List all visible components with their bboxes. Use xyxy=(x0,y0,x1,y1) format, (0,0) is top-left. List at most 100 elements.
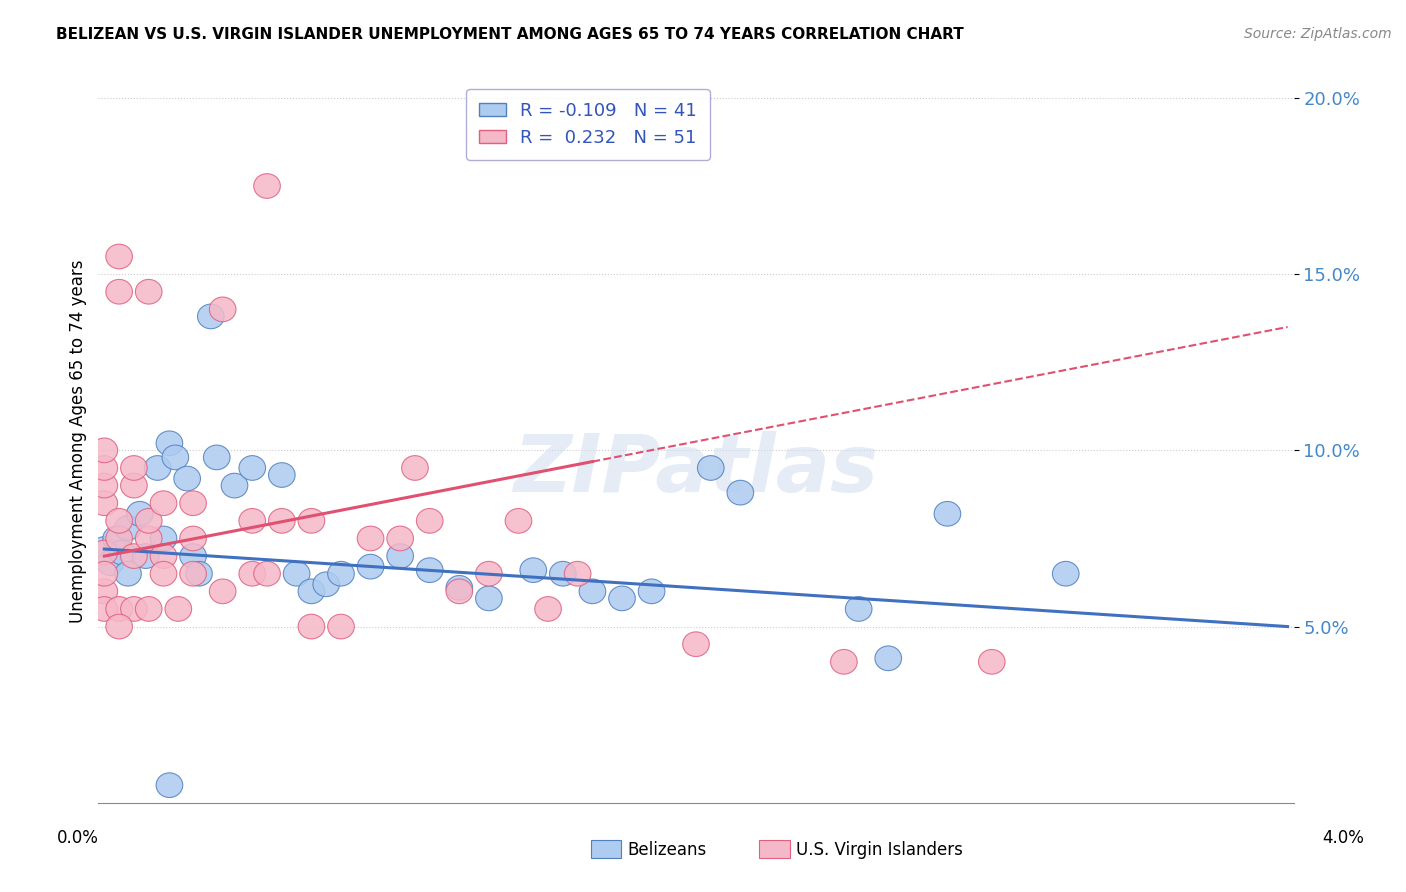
Ellipse shape xyxy=(239,456,266,480)
Ellipse shape xyxy=(135,597,162,622)
Ellipse shape xyxy=(127,501,153,526)
Ellipse shape xyxy=(97,550,124,575)
Ellipse shape xyxy=(638,579,665,604)
Ellipse shape xyxy=(253,174,280,198)
Ellipse shape xyxy=(1053,561,1078,586)
Ellipse shape xyxy=(132,544,159,568)
Text: 0.0%: 0.0% xyxy=(56,829,98,847)
Ellipse shape xyxy=(121,474,148,498)
Ellipse shape xyxy=(416,508,443,533)
Ellipse shape xyxy=(135,508,162,533)
Ellipse shape xyxy=(115,561,142,586)
Ellipse shape xyxy=(91,579,118,604)
Ellipse shape xyxy=(697,456,724,480)
Ellipse shape xyxy=(180,491,207,516)
Ellipse shape xyxy=(105,526,132,550)
Ellipse shape xyxy=(505,508,531,533)
Ellipse shape xyxy=(180,526,207,550)
Ellipse shape xyxy=(239,508,266,533)
Ellipse shape xyxy=(156,431,183,456)
Ellipse shape xyxy=(91,561,118,586)
Ellipse shape xyxy=(520,558,547,582)
Ellipse shape xyxy=(162,445,188,470)
Ellipse shape xyxy=(550,561,576,586)
Text: BELIZEAN VS U.S. VIRGIN ISLANDER UNEMPLOYMENT AMONG AGES 65 TO 74 YEARS CORRELAT: BELIZEAN VS U.S. VIRGIN ISLANDER UNEMPLO… xyxy=(56,27,965,42)
Ellipse shape xyxy=(727,480,754,505)
Ellipse shape xyxy=(845,597,872,622)
Ellipse shape xyxy=(165,597,191,622)
Text: U.S. Virgin Islanders: U.S. Virgin Islanders xyxy=(796,841,963,859)
Y-axis label: Unemployment Among Ages 65 to 74 years: Unemployment Among Ages 65 to 74 years xyxy=(69,260,87,624)
Ellipse shape xyxy=(387,544,413,568)
Ellipse shape xyxy=(156,772,183,797)
Ellipse shape xyxy=(105,615,132,639)
Ellipse shape xyxy=(357,526,384,550)
Text: ZIPatlas: ZIPatlas xyxy=(513,432,879,509)
Ellipse shape xyxy=(416,558,443,582)
Ellipse shape xyxy=(105,244,132,268)
Ellipse shape xyxy=(186,561,212,586)
Ellipse shape xyxy=(298,508,325,533)
Ellipse shape xyxy=(115,516,142,541)
Ellipse shape xyxy=(283,561,309,586)
Ellipse shape xyxy=(475,586,502,611)
Ellipse shape xyxy=(108,541,135,565)
Ellipse shape xyxy=(180,561,207,586)
Legend: R = -0.109   N = 41, R =  0.232   N = 51: R = -0.109 N = 41, R = 0.232 N = 51 xyxy=(465,89,710,160)
Ellipse shape xyxy=(150,544,177,568)
Ellipse shape xyxy=(174,467,201,491)
Ellipse shape xyxy=(475,561,502,586)
Ellipse shape xyxy=(328,615,354,639)
Ellipse shape xyxy=(135,526,162,550)
Ellipse shape xyxy=(105,597,132,622)
Ellipse shape xyxy=(402,456,429,480)
Ellipse shape xyxy=(121,456,148,480)
Ellipse shape xyxy=(253,561,280,586)
Ellipse shape xyxy=(209,297,236,322)
Text: Source: ZipAtlas.com: Source: ZipAtlas.com xyxy=(1244,27,1392,41)
Ellipse shape xyxy=(105,279,132,304)
Ellipse shape xyxy=(875,646,901,671)
Ellipse shape xyxy=(446,579,472,604)
Ellipse shape xyxy=(269,508,295,533)
Ellipse shape xyxy=(105,508,132,533)
Ellipse shape xyxy=(145,456,172,480)
Ellipse shape xyxy=(121,597,148,622)
Ellipse shape xyxy=(831,649,858,674)
Ellipse shape xyxy=(121,544,148,568)
Ellipse shape xyxy=(150,526,177,550)
Ellipse shape xyxy=(298,579,325,604)
Ellipse shape xyxy=(357,554,384,579)
Ellipse shape xyxy=(209,579,236,604)
Ellipse shape xyxy=(221,474,247,498)
Ellipse shape xyxy=(204,445,231,470)
Ellipse shape xyxy=(91,474,118,498)
Ellipse shape xyxy=(150,491,177,516)
Ellipse shape xyxy=(298,615,325,639)
Text: Belizeans: Belizeans xyxy=(627,841,706,859)
Ellipse shape xyxy=(91,597,118,622)
Ellipse shape xyxy=(150,561,177,586)
Ellipse shape xyxy=(91,491,118,516)
Ellipse shape xyxy=(683,632,709,657)
Ellipse shape xyxy=(197,304,224,329)
Ellipse shape xyxy=(135,279,162,304)
Ellipse shape xyxy=(579,579,606,604)
Ellipse shape xyxy=(314,572,339,597)
Ellipse shape xyxy=(91,537,118,561)
Ellipse shape xyxy=(103,526,129,550)
Ellipse shape xyxy=(269,463,295,487)
Ellipse shape xyxy=(239,561,266,586)
Ellipse shape xyxy=(564,561,591,586)
Ellipse shape xyxy=(328,561,354,586)
Text: 4.0%: 4.0% xyxy=(1322,829,1364,847)
Ellipse shape xyxy=(979,649,1005,674)
Ellipse shape xyxy=(446,575,472,600)
Ellipse shape xyxy=(91,438,118,463)
Ellipse shape xyxy=(180,544,207,568)
Ellipse shape xyxy=(534,597,561,622)
Ellipse shape xyxy=(91,541,118,565)
Ellipse shape xyxy=(387,526,413,550)
Ellipse shape xyxy=(934,501,960,526)
Ellipse shape xyxy=(91,456,118,480)
